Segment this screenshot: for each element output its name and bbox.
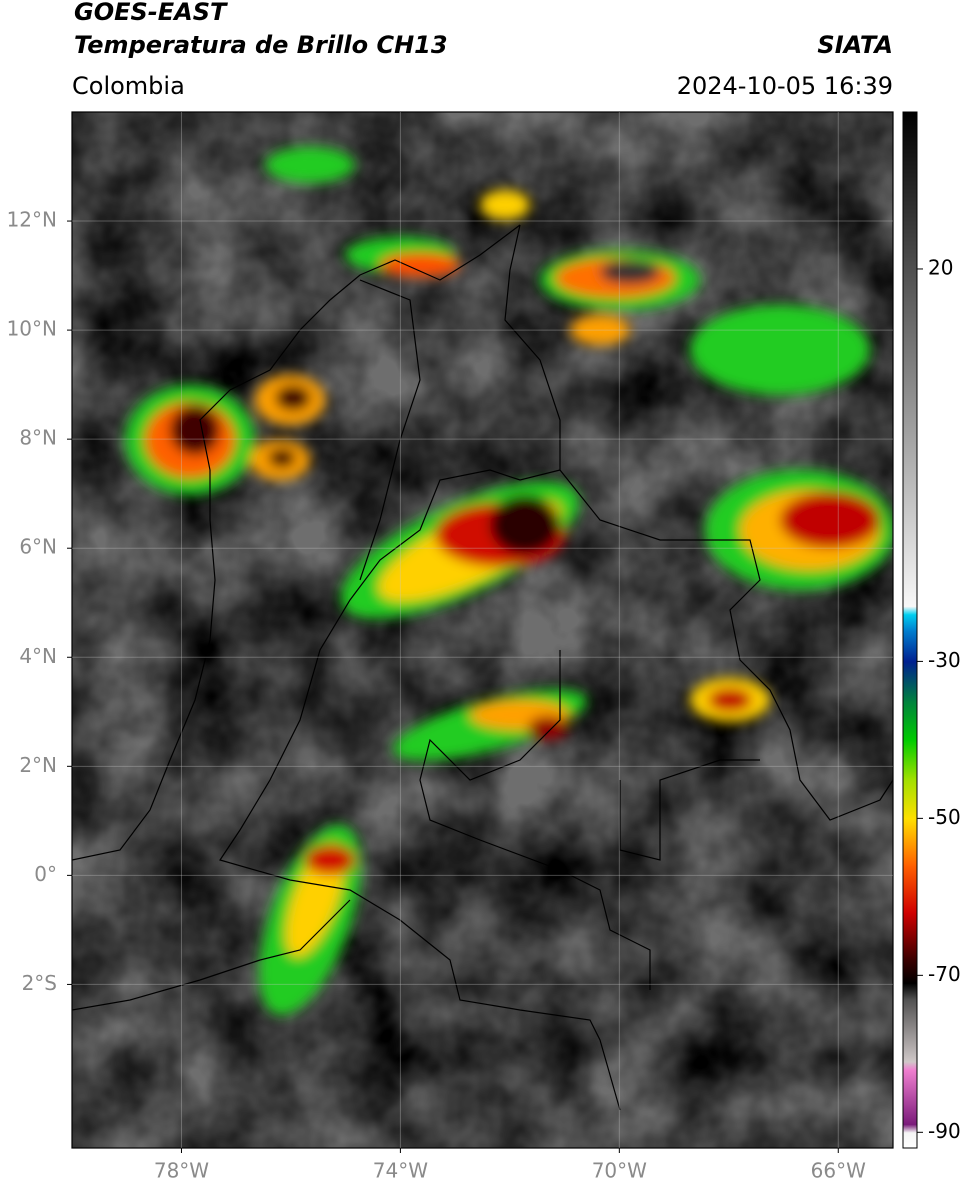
colorbar-segment bbox=[903, 912, 917, 961]
colorbar-tick-label: 20 bbox=[928, 255, 953, 279]
satellite: GOES-EAST bbox=[74, 0, 228, 26]
colorbar-segment bbox=[903, 959, 917, 984]
map-frame bbox=[71, 111, 894, 1149]
storm-cells bbox=[125, 147, 893, 1015]
colorbar-segment bbox=[903, 630, 917, 662]
y-tick-label: 8°N bbox=[19, 426, 57, 450]
y-tick-label: 2°N bbox=[19, 753, 57, 777]
y-tick-label: 12°N bbox=[7, 208, 57, 232]
colorbar-frame bbox=[902, 111, 918, 1149]
product: Temperatura de Brillo CH13 bbox=[74, 31, 448, 59]
colorbar-segment bbox=[903, 606, 917, 615]
grid bbox=[72, 112, 893, 1148]
colorbar-tick-label: -30 bbox=[928, 648, 961, 672]
colorbar-segment bbox=[903, 1069, 917, 1125]
colorbar-segment bbox=[903, 1061, 917, 1071]
colorbar-segment bbox=[903, 779, 917, 819]
y-tick-label: 6°N bbox=[19, 535, 57, 559]
region: Colombia bbox=[72, 72, 185, 100]
borders bbox=[72, 224, 893, 1111]
colorbar-segment bbox=[903, 661, 917, 702]
y-tick-label: 2°S bbox=[22, 971, 57, 995]
colorbar-segment bbox=[903, 1124, 917, 1133]
y-tick-label: 4°N bbox=[19, 644, 57, 668]
colorbar-segment bbox=[903, 112, 917, 607]
colorbar-segment bbox=[903, 614, 917, 631]
y-tick-label: 10°N bbox=[7, 317, 57, 341]
x-tick-label: 78°W bbox=[154, 1159, 209, 1183]
colorbar-segment bbox=[903, 983, 917, 1000]
colorbar-segment bbox=[903, 1132, 917, 1149]
colorbar-segment bbox=[903, 700, 917, 741]
source: SIATA bbox=[817, 31, 893, 59]
colorbar-tick-label: -70 bbox=[928, 962, 961, 986]
x-tick-label: 70°W bbox=[592, 1159, 647, 1183]
colorbar-segment bbox=[903, 865, 917, 914]
x-tick-label: 74°W bbox=[373, 1159, 428, 1183]
x-tick-label: 66°W bbox=[811, 1159, 866, 1183]
datetime: 2024-10-05 16:39 bbox=[677, 72, 893, 100]
map-image bbox=[72, 112, 893, 1148]
y-tick-label: 0° bbox=[34, 862, 57, 886]
colorbar-segment bbox=[903, 739, 917, 780]
colorbar-segment bbox=[903, 818, 917, 866]
colorbar-tick-label: -50 bbox=[928, 805, 961, 829]
colorbar-tick-label: -90 bbox=[928, 1119, 961, 1143]
colorbar-segment bbox=[903, 998, 917, 1063]
